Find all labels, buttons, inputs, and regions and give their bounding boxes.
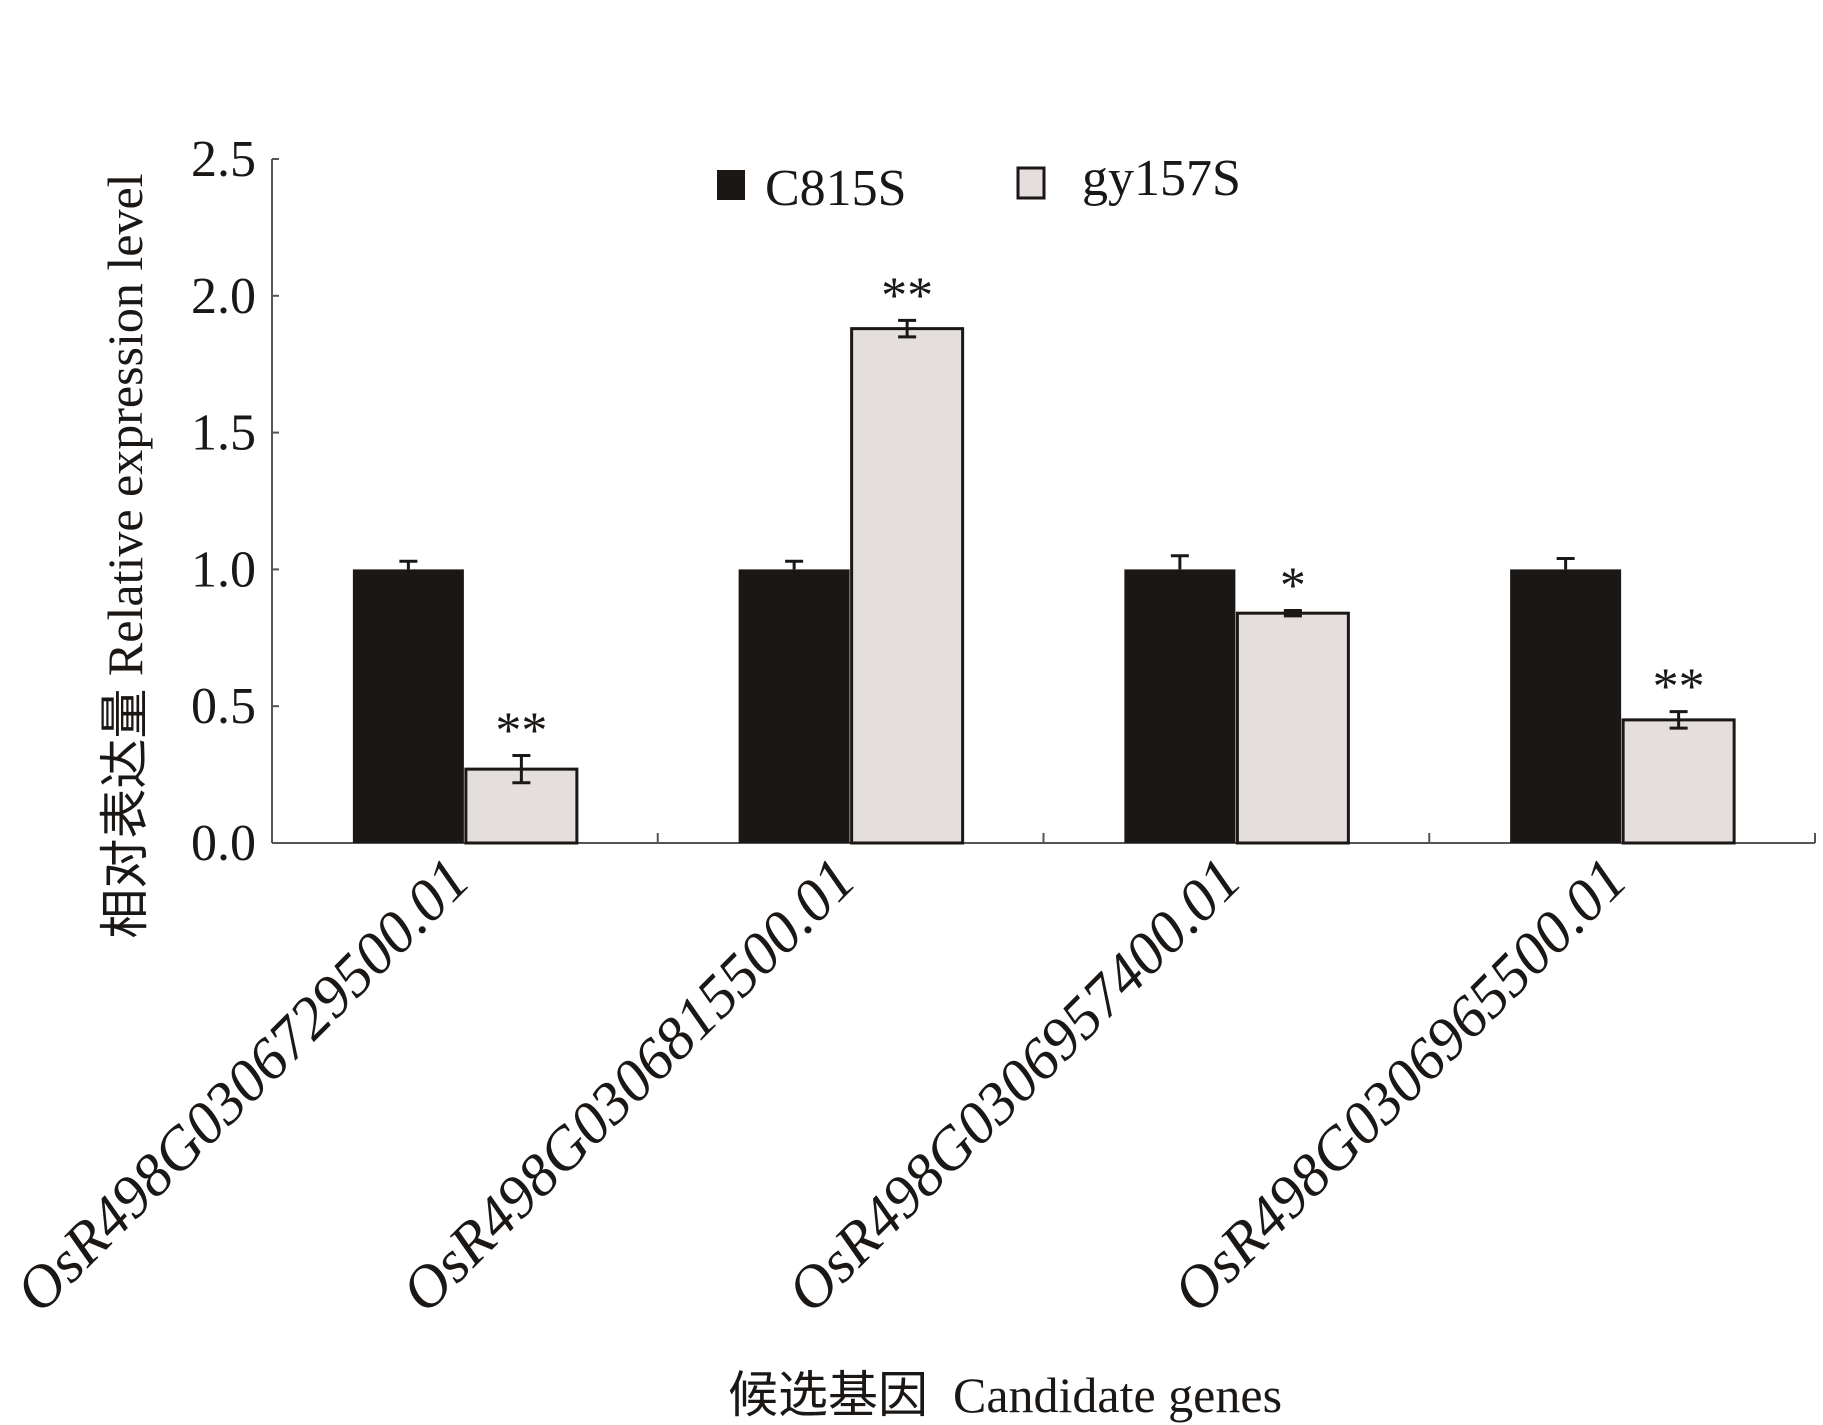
- x-tick-label: OsR498G0306957400.01: [774, 846, 1253, 1325]
- legend: C815S gy157S: [717, 150, 1241, 217]
- y-tick-label: 2.0: [191, 268, 256, 325]
- bar-gy157s: [1621, 718, 1736, 845]
- significance-label: **: [495, 702, 547, 759]
- bar-c815s: [1510, 569, 1622, 843]
- legend-label-c815s: C815S: [765, 160, 907, 217]
- y-tick-label: 1.5: [191, 405, 256, 462]
- x-tick-label: OsR498G0306729500.01: [3, 846, 482, 1325]
- bar-gy157s: [850, 327, 965, 845]
- x-tick-label: OsR498G0306965500.01: [1160, 846, 1639, 1325]
- bar-c815s: [352, 569, 464, 843]
- y-axis-title: 相对表达量 Relative expression level: [97, 173, 153, 938]
- y-tick-label: 0.5: [191, 678, 256, 735]
- y-tick-label: 2.5: [191, 131, 256, 188]
- x-axis-title: 候选基因 Candidate genes: [728, 1367, 1282, 1423]
- y-tick-label: 1.0: [191, 541, 256, 598]
- bar-c815s: [738, 569, 850, 843]
- significance-label: *: [1280, 557, 1306, 614]
- bar-c815s: [1124, 569, 1236, 843]
- y-tick-label: 0.0: [191, 815, 256, 872]
- significance-label: **: [881, 267, 933, 324]
- bar-gy157s: [1235, 611, 1350, 845]
- legend-swatch-c815s: [717, 170, 745, 200]
- legend-label-gy157s: gy157S: [1082, 150, 1241, 207]
- bars: *******: [352, 267, 1736, 845]
- legend-swatch-gy157s: [1016, 166, 1046, 200]
- significance-label: **: [1653, 659, 1705, 716]
- x-tick-label: OsR498G0306815500.01: [389, 846, 868, 1325]
